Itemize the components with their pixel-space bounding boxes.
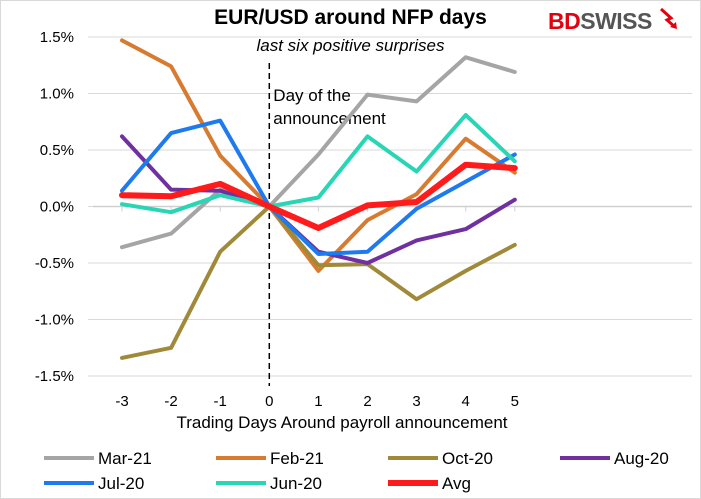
y-tick-label: 1.0% <box>40 86 74 103</box>
announcement-annotation: Day of the announcement <box>273 86 386 128</box>
gridlines <box>88 36 692 377</box>
series-line-feb-21 <box>120 38 517 273</box>
x-tick-label: 2 <box>363 393 371 410</box>
logo-part-swiss: SWISS <box>580 8 652 34</box>
y-tick-labels: -1.5% -1.0% -0.5% 0.0% 0.5% 1.0% 1.5% <box>35 29 74 385</box>
legend: Mar-21 Feb-21 Oct-20 Aug-20 Jul-20 Jun-20 Avg <box>44 449 669 493</box>
logo-arrow-icon <box>659 7 677 29</box>
bdswiss-logo: BDSWISS <box>548 8 652 35</box>
legend-label-mar-21: Mar-21 <box>98 449 152 468</box>
chart-subtitle: last six positive surprises <box>256 36 445 55</box>
x-axis-label: Trading Days Around payroll announcement <box>176 413 507 432</box>
series-line-mar-21 <box>120 55 517 250</box>
x-tick-label: -1 <box>214 393 227 410</box>
series-line-jul-20 <box>120 118 517 256</box>
x-tick-label: 0 <box>265 393 273 410</box>
annotation-line-1: Day of the <box>273 86 351 105</box>
x-tick-label: -2 <box>164 393 177 410</box>
legend-label-oct-20: Oct-20 <box>442 449 493 468</box>
legend-label-jun-20: Jun-20 <box>270 474 322 493</box>
y-tick-label: 0.5% <box>40 142 74 159</box>
annotation-line-2: announcement <box>273 109 386 128</box>
series-line-oct-20 <box>120 204 517 360</box>
x-tick-labels: -3 -2 -1 0 1 2 3 4 5 <box>115 393 519 410</box>
y-tick-label: -0.5% <box>35 255 74 272</box>
y-tick-label: -1.5% <box>35 368 74 385</box>
legend-label-aug-20: Aug-20 <box>614 449 669 468</box>
series-line-avg <box>119 161 518 231</box>
y-tick-label: -1.0% <box>35 312 74 329</box>
x-tick-label: 3 <box>412 393 420 410</box>
x-tick-label: 1 <box>314 393 322 410</box>
logo-part-bd: BD <box>548 8 581 34</box>
legend-label-feb-21: Feb-21 <box>270 449 324 468</box>
x-tick-label: 4 <box>462 393 470 410</box>
legend-label-jul-20: Jul-20 <box>98 474 144 493</box>
series-line-jun-20 <box>120 113 517 215</box>
x-tick-label: -3 <box>115 393 128 410</box>
x-tick-label: 5 <box>511 393 519 410</box>
y-tick-label: 1.5% <box>40 29 74 46</box>
legend-label-avg: Avg <box>442 474 471 493</box>
series-lines <box>119 38 518 360</box>
chart-title: EUR/USD around NFP days <box>214 6 487 29</box>
y-tick-label: 0.0% <box>40 199 74 216</box>
